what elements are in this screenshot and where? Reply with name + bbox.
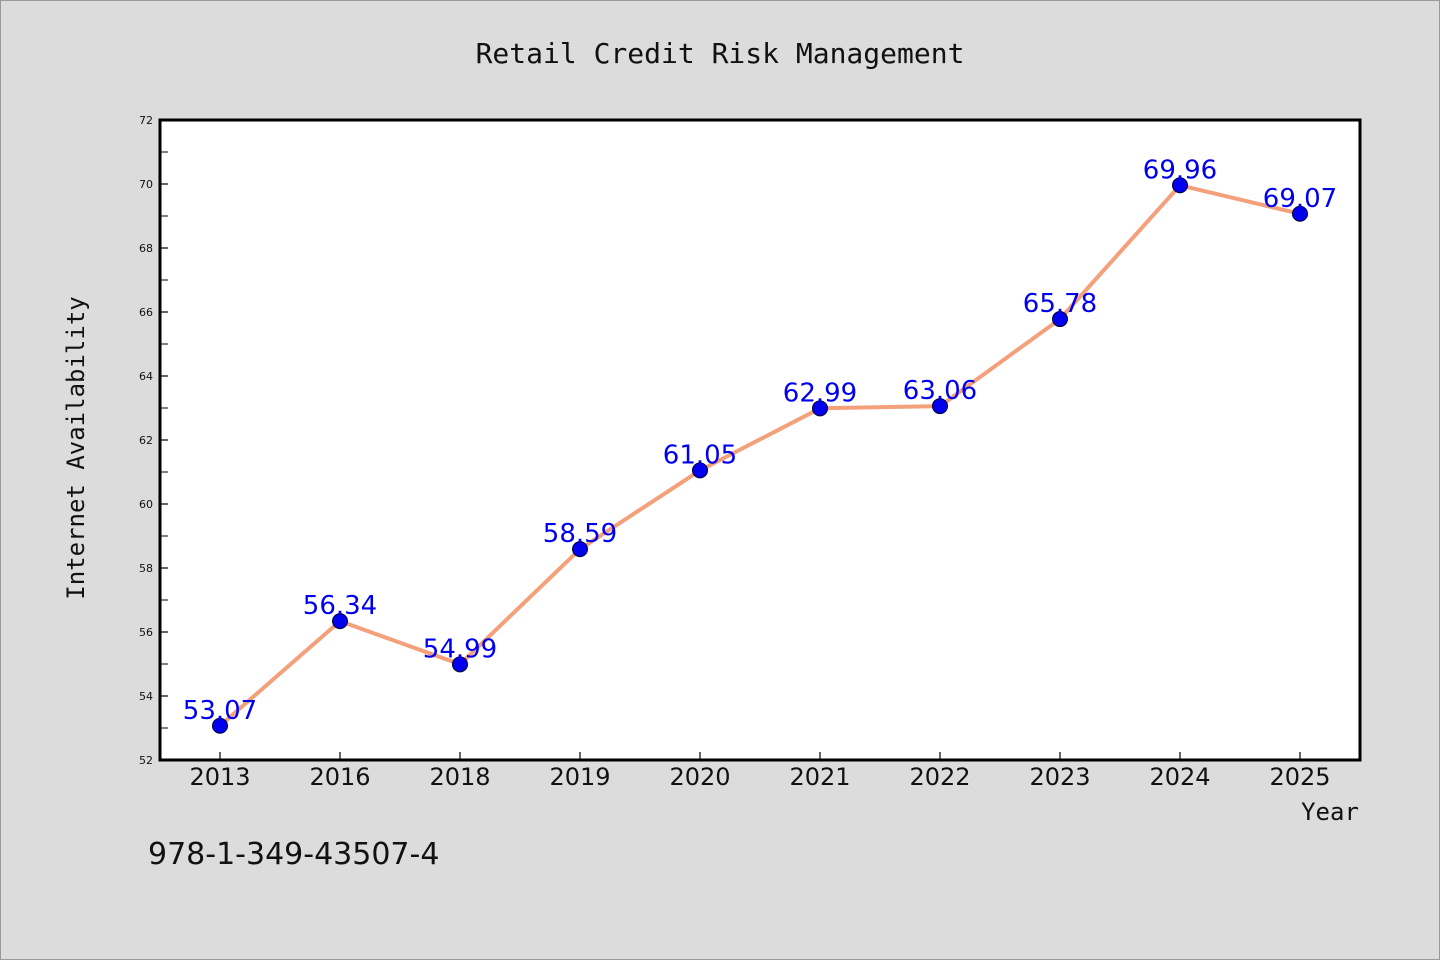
y-tick-label: 56	[139, 626, 153, 639]
isbn-text: 978-1-349-43507-4	[148, 837, 439, 872]
plot-area	[158, 118, 1362, 762]
series-line	[218, 183, 1302, 728]
data-labels: 53.07 56.34 54.99 58.59 61.05 62.99 63.06 65.78…	[183, 155, 1337, 725]
y-axis-label: Internet Availability	[62, 296, 90, 599]
x-tick-label: 2018	[429, 763, 490, 791]
data-point-2020	[692, 462, 708, 479]
data-label-2020: 61.05	[663, 440, 737, 470]
y-tick-label: 62	[139, 434, 153, 447]
x-tick-label: 2019	[549, 763, 610, 791]
data-label-2019: 58.59	[543, 519, 617, 549]
y-axis: 52 54 56 58 60 62 64 66 68 70 72	[139, 114, 168, 767]
x-axis-label: Year	[1301, 798, 1359, 826]
x-tick-label: 2024	[1149, 763, 1210, 791]
x-tick-label: 2025	[1269, 763, 1330, 791]
data-label-2025: 69.07	[1263, 184, 1337, 214]
y-tick-label: 70	[139, 178, 153, 191]
x-tick-label: 2013	[189, 763, 250, 791]
data-points	[212, 177, 1308, 734]
data-point-2023	[1052, 311, 1068, 328]
x-tick-label: 2020	[669, 763, 730, 791]
y-tick-label: 52	[139, 754, 153, 767]
x-tick-label: 2023	[1029, 763, 1090, 791]
chart-title: Retail Credit Risk Management	[476, 37, 965, 70]
data-label-2013: 53.07	[183, 696, 257, 726]
data-label-2022: 63.06	[903, 376, 977, 406]
data-label-2021: 62.99	[783, 378, 857, 408]
x-tick-label: 2021	[789, 763, 850, 791]
data-point-2018	[452, 656, 468, 673]
y-tick-label: 60	[139, 498, 153, 511]
x-tick-label: 2022	[909, 763, 970, 791]
data-point-2024	[1172, 177, 1188, 194]
data-point-2016	[332, 613, 348, 630]
y-tick-label: 72	[139, 114, 153, 127]
y-tick-label: 66	[139, 306, 153, 319]
data-label-2016: 56.34	[303, 591, 377, 621]
data-point-2022	[932, 398, 948, 415]
data-label-2024: 69.96	[1143, 155, 1217, 185]
data-point-2025	[1292, 205, 1308, 222]
y-tick-label: 54	[139, 690, 153, 703]
y-tick-label: 68	[139, 242, 153, 255]
data-point-2021	[812, 400, 828, 417]
data-label-2023: 65.78	[1023, 289, 1097, 319]
y-tick-label: 64	[139, 370, 153, 383]
x-tick-label: 2016	[309, 763, 370, 791]
series-line-path	[218, 183, 1302, 728]
data-point-2013	[212, 717, 228, 734]
data-label-2018: 54.99	[423, 634, 497, 664]
data-point-2019	[572, 541, 588, 558]
x-axis: 2013 2016 2018 2019 2020 2021 2022 2023 2024 2025	[189, 752, 1331, 791]
y-tick-label: 58	[139, 562, 153, 575]
